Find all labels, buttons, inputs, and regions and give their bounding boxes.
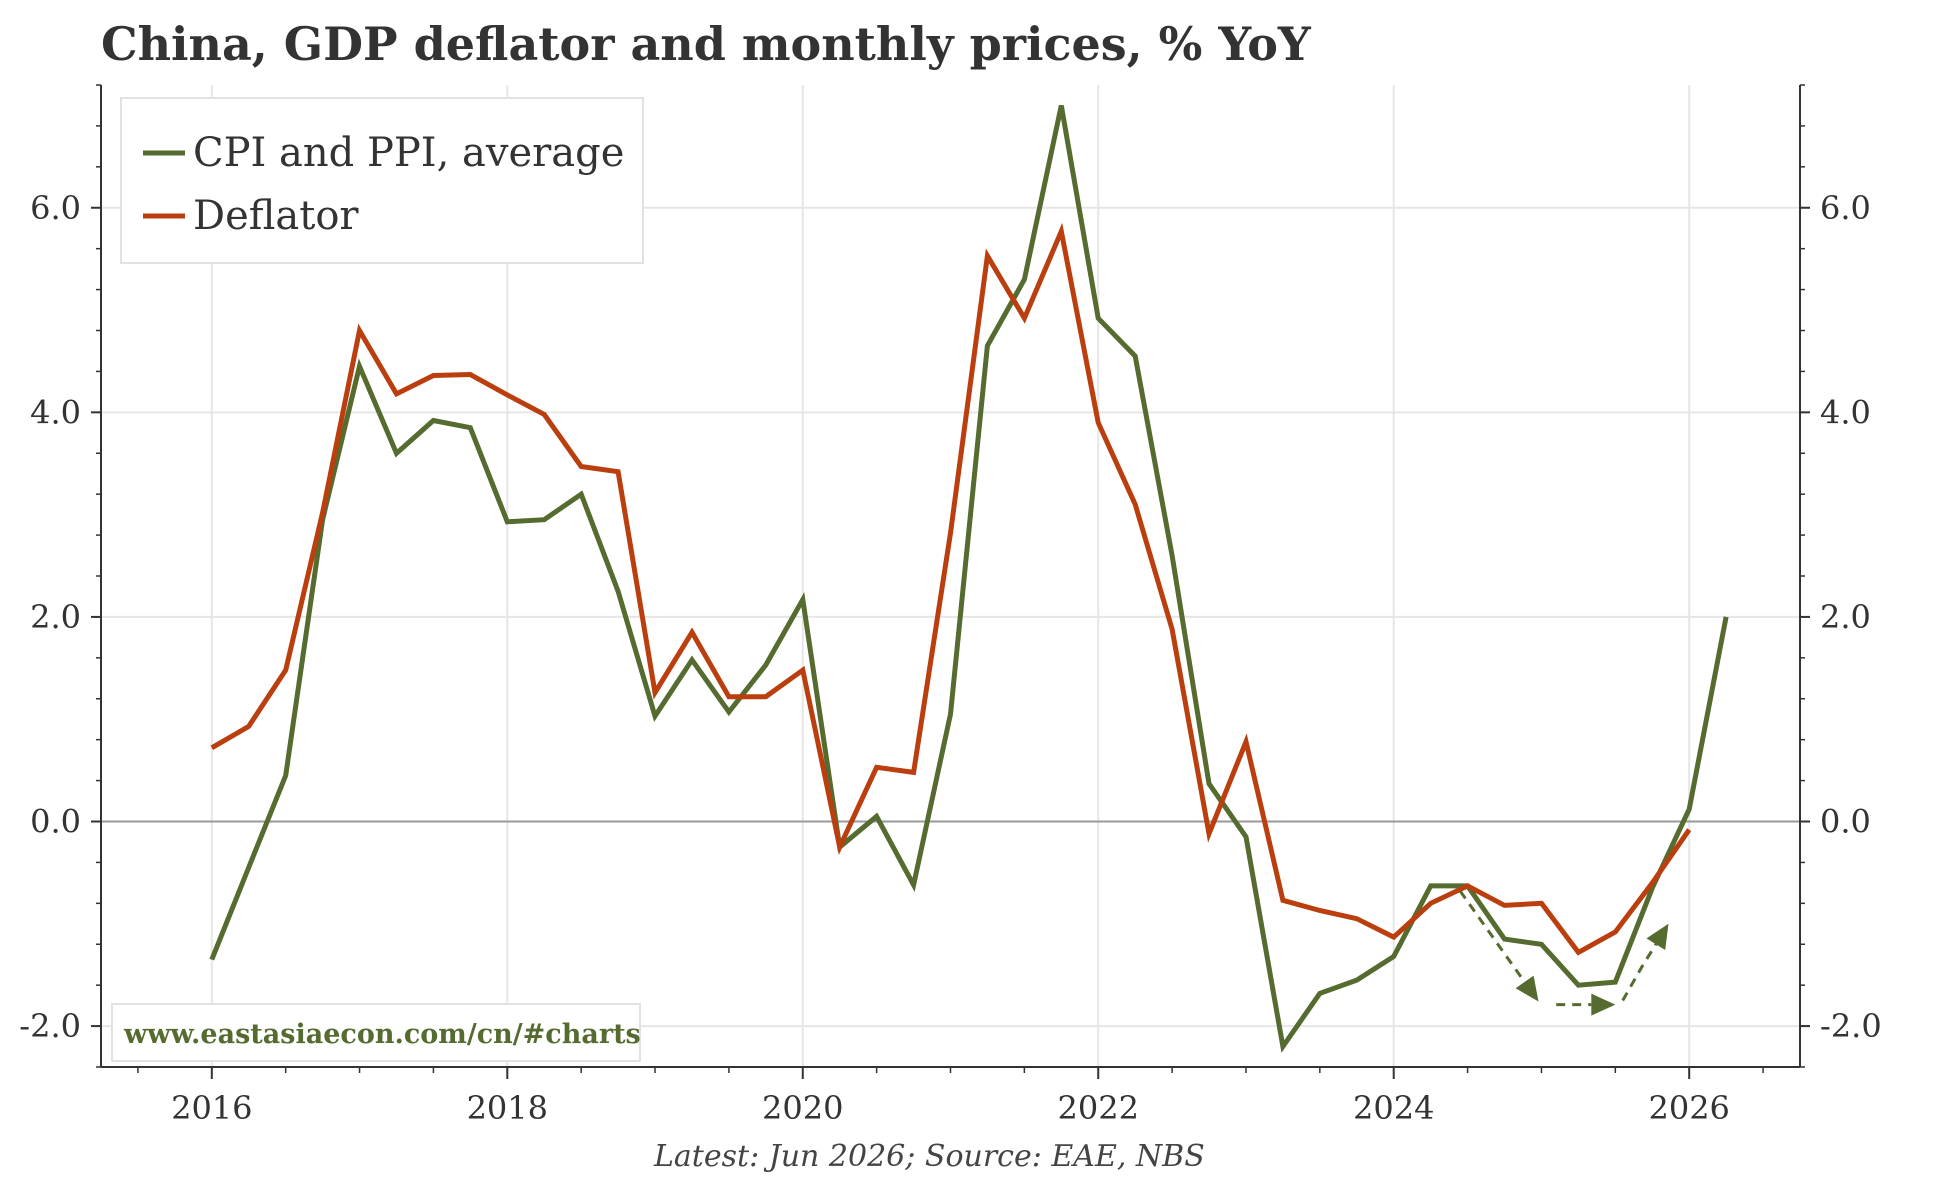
- annotation-arrow-line-2: [1621, 943, 1658, 1002]
- website-label: www.eastasiaecon.com/cn/#charts: [123, 1019, 641, 1050]
- series-layer: [209, 104, 1729, 1053]
- series-line-0: [209, 104, 1729, 1053]
- x-tick-label: 2022: [1058, 1089, 1139, 1127]
- annotation-arrow-head-2: [1646, 923, 1669, 950]
- y-tick-label-left: 2.0: [30, 598, 81, 636]
- series-line-1: [210, 222, 1692, 956]
- y-tick-label-right: 0.0: [1820, 803, 1871, 841]
- y-tick-label-right: 4.0: [1820, 393, 1871, 431]
- y-tick-label-left: 4.0: [30, 393, 81, 431]
- legend-box: [120, 97, 644, 264]
- legend-label-deflator: Deflator: [193, 193, 359, 239]
- y-tick-label-left: -2.0: [19, 1007, 81, 1045]
- x-tick-label: 2026: [1648, 1089, 1729, 1127]
- y-tick-label-right: 6.0: [1820, 189, 1871, 227]
- axes: -2.0 -2.0 0.0 0.0 2.0 2.0 4.0 4.0 6.0 6.0 2016 2018…: [19, 84, 1882, 1127]
- source-note: Latest: Jun 2026; Source: EAE, NBS: [653, 1139, 1205, 1174]
- annotation-arrow-head-1: [1591, 993, 1616, 1016]
- website-box: www.eastasiaecon.com/cn/#charts: [111, 1003, 641, 1062]
- x-tick-label: 2016: [171, 1089, 252, 1127]
- y-tick-label-right: -2.0: [1820, 1007, 1882, 1045]
- legend: CPI and PPI, average Deflator: [120, 97, 644, 264]
- x-tick-label: 2018: [467, 1089, 548, 1127]
- x-tick-label: 2024: [1353, 1089, 1434, 1127]
- x-tick-label: 2020: [762, 1089, 843, 1127]
- y-tick-label-right: 2.0: [1820, 598, 1871, 636]
- y-tick-label-left: 6.0: [30, 189, 81, 227]
- annotation-arrow-line-0: [1458, 890, 1526, 983]
- chart-title: China, GDP deflator and monthly prices, …: [101, 17, 1312, 71]
- annotation-layer: [1458, 890, 1669, 1016]
- y-tick-label-left: 0.0: [30, 803, 81, 841]
- legend-label-cpi-ppi: CPI and PPI, average: [193, 130, 624, 176]
- annotation-arrow-head-0: [1515, 975, 1539, 1002]
